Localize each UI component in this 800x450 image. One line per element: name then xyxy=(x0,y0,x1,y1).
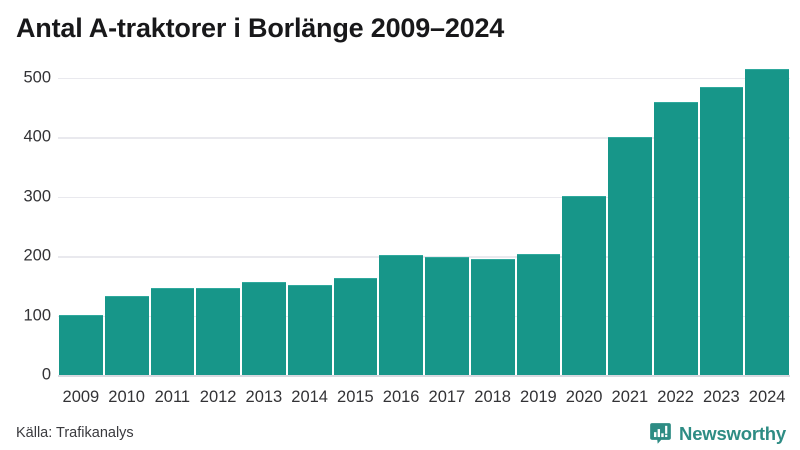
x-axis-tick-label: 2013 xyxy=(245,388,283,406)
y-axis-tick-label: 100 xyxy=(23,306,51,325)
x-axis-tick-label: 2015 xyxy=(337,388,374,406)
bar-slot xyxy=(699,60,745,375)
bar[interactable] xyxy=(470,258,515,375)
bar-slot xyxy=(424,60,470,375)
bar-slot xyxy=(744,60,790,375)
x-axis-tick-label: 2017 xyxy=(428,388,466,406)
x-axis-tick-label: 2024 xyxy=(748,388,786,406)
newsworthy-logo: Newsworthy xyxy=(649,422,786,445)
source-note: Källa: Trafikanalys xyxy=(16,425,134,441)
bar-slot xyxy=(150,60,196,375)
y-axis-tick-label: 0 xyxy=(41,365,51,384)
gridline xyxy=(58,137,790,139)
x-axis-tick-label: 2023 xyxy=(703,388,740,406)
y-axis-tick-label: 300 xyxy=(23,187,51,206)
bar-slot xyxy=(470,60,516,375)
bar[interactable] xyxy=(150,287,195,375)
bar-chart-bubble-icon xyxy=(649,422,672,445)
x-axis-tick-label: 2010 xyxy=(108,388,145,406)
bar-slot xyxy=(516,60,562,375)
x-axis: 2009 2010 2011 2012 2013 2014 2015 2016 2017 2018… xyxy=(58,388,790,410)
bar[interactable] xyxy=(425,256,469,375)
x-axis-tick-label: 2014 xyxy=(291,388,328,406)
bar[interactable] xyxy=(379,255,423,375)
x-axis-tick-label: 2021 xyxy=(611,388,649,406)
bar[interactable] xyxy=(653,101,698,375)
x-axis-tick-label: 2018 xyxy=(474,388,511,406)
bar-slot xyxy=(607,60,653,375)
gridlines xyxy=(58,60,790,385)
bar[interactable] xyxy=(608,137,652,375)
bar[interactable] xyxy=(59,314,103,375)
bar[interactable] xyxy=(333,278,378,375)
y-axis-tick-label: 500 xyxy=(23,68,51,87)
bar-slot xyxy=(378,60,424,375)
bar-slot xyxy=(333,60,379,375)
bar[interactable] xyxy=(104,295,149,375)
plot-area: 0 100 200 300 400 500 xyxy=(0,60,800,385)
bar-slot xyxy=(58,60,104,375)
gridline xyxy=(58,375,790,377)
bar-slot xyxy=(241,60,287,375)
x-axis-tick-label: 2011 xyxy=(154,388,191,406)
bar[interactable] xyxy=(562,196,606,375)
bar-slot xyxy=(195,60,241,375)
y-axis-tick-label: 400 xyxy=(23,127,51,146)
x-axis-tick-label: 2016 xyxy=(382,388,420,406)
bar[interactable] xyxy=(745,69,789,375)
bar-slot xyxy=(561,60,607,375)
bar[interactable] xyxy=(516,253,561,375)
bars-layer xyxy=(58,60,790,375)
bar[interactable] xyxy=(699,86,744,375)
gridline xyxy=(58,77,790,80)
gridline xyxy=(58,315,790,318)
bar[interactable] xyxy=(287,284,332,375)
y-axis-tick-label: 200 xyxy=(23,246,51,265)
x-axis-tick-label: 2009 xyxy=(62,388,100,406)
x-axis-tick-label: 2019 xyxy=(520,388,557,406)
bar-slot xyxy=(287,60,333,375)
bar[interactable] xyxy=(242,281,286,375)
chart-title: Antal A-traktorer i Borlänge 2009–2024 xyxy=(16,13,505,43)
bar-slot xyxy=(104,60,150,375)
bar[interactable] xyxy=(196,288,240,375)
gridline xyxy=(58,196,790,199)
bar-slot xyxy=(653,60,699,375)
x-axis-tick-label: 2022 xyxy=(657,388,694,406)
chart-footer: Källa: Trafikanalys Newsworthy xyxy=(0,420,800,450)
y-axis: 0 100 200 300 400 500 xyxy=(0,60,60,385)
x-axis-tick-label: 2020 xyxy=(565,388,603,406)
brand-name: Newsworthy xyxy=(679,422,786,444)
x-axis-tick-label: 2012 xyxy=(199,388,237,406)
gridline xyxy=(58,256,790,258)
